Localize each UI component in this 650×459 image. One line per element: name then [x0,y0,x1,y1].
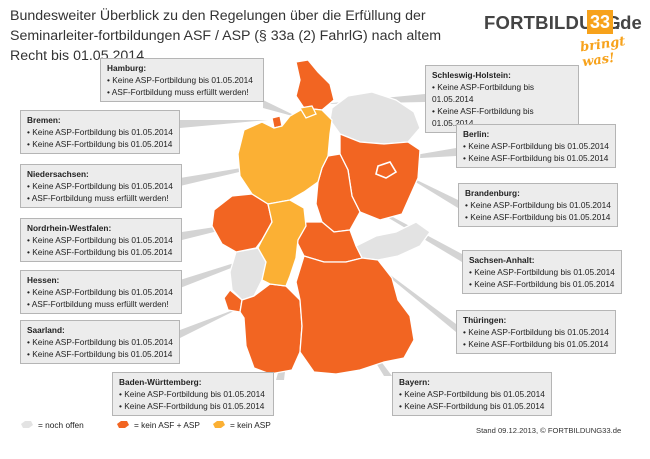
state-name: Niedersachsen: [27,169,89,179]
state-name: Hamburg: [107,63,147,73]
state-rule: • ASF-Fortbildung muss erfüllt werden! [27,193,169,203]
state-name: Nordrhein-Westfalen: [27,223,112,233]
state-name: Berlin: [463,129,490,139]
info-box-brandenburg: Brandenburg: • Keine ASP-Fortbildung bis… [458,183,618,227]
state-name: Saarland: [27,325,65,335]
state-niedersachsen [237,107,333,205]
state-rule: • Keine ASF-Fortbildung bis 01.05.2014 [119,401,265,411]
state-rule: • Keine ASP-Fortbildung bis 01.05.2014 [27,235,173,245]
states-open [229,91,431,301]
info-box-bremen: Bremen: • Keine ASP-Fortbildung bis 01.0… [20,110,180,154]
connector-bremen [180,120,268,128]
state-rule: • Keine ASF-Fortbildung bis 01.05.2014 [463,153,609,163]
state-mecklenburg [329,91,421,145]
connector-hamburg [263,100,300,118]
state-name: Bayern: [399,377,430,387]
state-name: Baden-Württemberg: [119,377,202,387]
state-rule: • Keine ASP-Fortbildung bis 01.05.2014 [27,287,173,297]
legend-asp-label: = kein ASP [230,420,271,430]
state-rule: • Keine ASP-Fortbildung bis 01.05.2014 [27,127,173,137]
info-box-hessen: Hessen: • Keine ASP-Fortbildung bis 01.0… [20,270,182,314]
legend-swatch-asf-asp [117,421,129,428]
state-name: Thüringen: [463,315,507,325]
state-rule: • Keine ASP-Fortbildung bis 01.05.2014 [107,75,253,85]
state-rule: • Keine ASF-Fortbildung bis 01.05.2014 [27,139,173,149]
info-box-baden-wuerttemberg: Baden-Württemberg: • Keine ASP-Fortbildu… [112,372,274,416]
legend-swatch-asp [213,421,225,428]
states-asf-asp [211,59,421,375]
state-rule: • ASF-Fortbildung muss erfüllt werden! [107,87,249,97]
state-name: Hessen: [27,275,60,285]
state-rule: • Keine ASF-Fortbildung bis 01.05.2014 [465,212,611,222]
logo-tld: .de [615,12,642,33]
logo-name: FORTBILDUNG [484,12,621,33]
logo: FORTBILDUNG 33 .de bringt was! [484,10,644,70]
legend-open-label: = noch offen [38,420,84,430]
state-name: Brandenburg: [465,188,520,198]
state-rule: • Keine ASP-Fortbildung bis 01.05.2014 [432,82,535,104]
state-rule: • Keine ASP-Fortbildung bis 01.05.2014 [27,337,173,347]
page-title: Bundesweiter Überblick zu den Regelungen… [10,8,442,64]
state-hamburg [298,105,317,119]
info-box-nordrhein-westfalen: Nordrhein-Westfalen: • Keine ASP-Fortbil… [20,218,182,262]
state-rule: • Keine ASP-Fortbildung bis 01.05.2014 [399,389,545,399]
state-sachsen [355,221,431,261]
footer-stand: Stand 09.12.2013, © FORTBILDUNG33.de [476,426,622,435]
legend-asf-asp-label: = kein ASF + ASP [134,420,200,430]
state-schleswig-holstein [295,59,335,111]
state-saarland [223,289,243,313]
info-box-berlin: Berlin: • Keine ASP-Fortbildung bis 01.0… [456,124,616,168]
state-rule: • Keine ASF-Fortbildung bis 01.05.2014 [27,349,173,359]
state-rule: • Keine ASF-Fortbildung bis 01.05.2014 [469,279,615,289]
info-box-hamburg: Hamburg: • Keine ASP-Fortbildung bis 01.… [100,58,264,102]
state-rule: • Keine ASP-Fortbildung bis 01.05.2014 [465,200,611,210]
info-box-saarland: Saarland: • Keine ASP-Fortbildung bis 01… [20,320,180,364]
info-box-schleswig-holstein: Schleswig-Holstein: • Keine ASP-Fortbild… [425,65,579,133]
connector-saarland [180,306,244,338]
state-rule: • Keine ASF-Fortbildung bis 01.05.2014 [432,106,534,128]
state-rule: • Keine ASP-Fortbildung bis 01.05.2014 [27,181,173,191]
info-box-sachsen-anhalt: Sachsen-Anhalt: • Keine ASP-Fortbildung … [462,250,622,294]
state-rule: • Keine ASP-Fortbildung bis 01.05.2014 [463,141,609,151]
state-berlin [375,161,398,179]
state-rule: • ASF-Fortbildung muss erfüllt werden! [27,299,169,309]
state-rule: • Keine ASF-Fortbildung bis 01.05.2014 [27,247,173,257]
legend-swatch-open [21,421,33,428]
info-box-niedersachsen: Niedersachsen: • Keine ASP-Fortbildung b… [20,164,182,208]
info-box-bayern: Bayern: • Keine ASP-Fortbildung bis 01.0… [392,372,552,416]
states-asp [237,105,333,287]
state-rule: • Keine ASP-Fortbildung bis 01.05.2014 [463,327,609,337]
state-rule: • Keine ASP-Fortbildung bis 01.05.2014 [119,389,265,399]
logo-number: 33 [587,10,613,34]
state-name: Schleswig-Holstein: [432,70,511,80]
state-name: Bremen: [27,115,61,125]
info-box-thueringen: Thüringen: • Keine ASP-Fortbildung bis 0… [456,310,616,354]
state-baden-wuerttemberg [239,283,303,375]
state-rule: • Keine ASF-Fortbildung bis 01.05.2014 [463,339,609,349]
state-name: Sachsen-Anhalt: [469,255,535,265]
state-bayern [295,255,415,375]
state-rule: • Keine ASP-Fortbildung bis 01.05.2014 [469,267,615,277]
state-rule: • Keine ASF-Fortbildung bis 01.05.2014 [399,401,545,411]
state-hessen [257,199,307,287]
